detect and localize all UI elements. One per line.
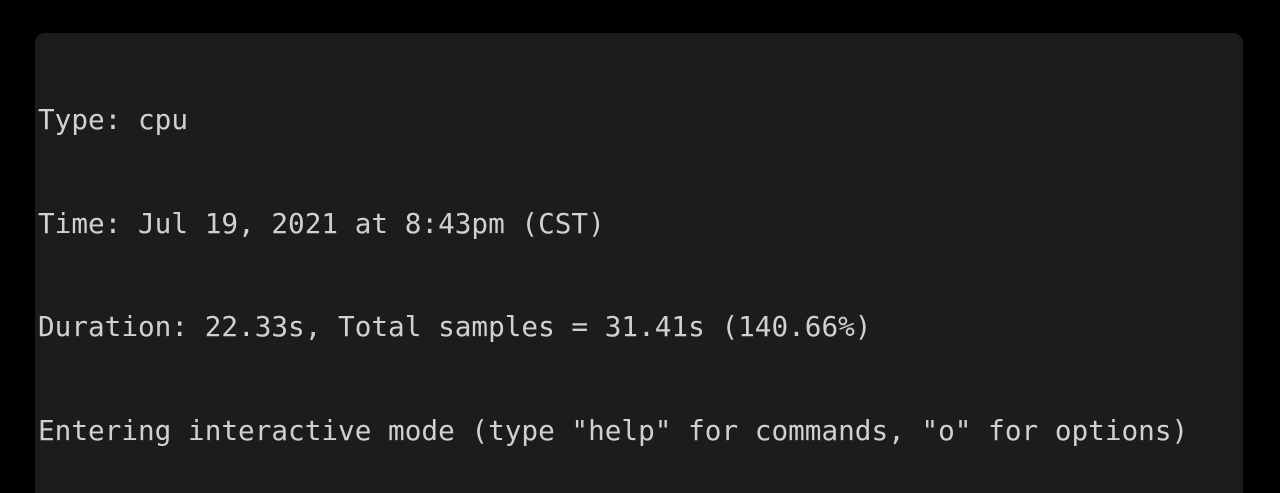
terminal-output: Type: cpu Time: Jul 19, 2021 at 8:43pm (…: [35, 33, 1243, 493]
terminal-window[interactable]: Type: cpu Time: Jul 19, 2021 at 8:43pm (…: [35, 33, 1243, 493]
terminal-line-profile-time: Time: Jul 19, 2021 at 8:43pm (CST): [38, 206, 605, 240]
terminal-line-interactive-mode: Entering interactive mode (type "help" f…: [38, 413, 1189, 447]
terminal-line-duration: Duration: 22.33s, Total samples = 31.41s…: [38, 310, 872, 343]
terminal-line-profile-type: Type: cpu: [38, 103, 189, 136]
